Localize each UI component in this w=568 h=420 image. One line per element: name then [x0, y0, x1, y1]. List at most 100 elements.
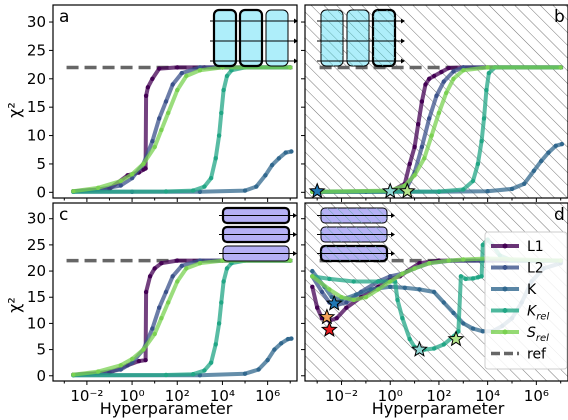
- data-point-L1: [334, 316, 339, 321]
- data-point-L2: [388, 274, 393, 279]
- data-point-L1: [310, 284, 315, 289]
- series-line-Srel: [312, 65, 561, 194]
- data-point-L1: [159, 261, 164, 266]
- data-point-K: [388, 284, 393, 289]
- data-point-Krel: [190, 372, 196, 377]
- inset-arrow-head: [294, 18, 298, 24]
- data-point-L2: [179, 263, 184, 268]
- data-point-L2: [163, 289, 169, 295]
- data-point-Krel: [190, 188, 196, 193]
- data-point-Krel: [208, 175, 214, 181]
- data-point-Srel: [363, 295, 369, 300]
- inset-column: [238, 8, 264, 68]
- data-point-L2: [451, 69, 456, 74]
- data-point-Krel: [479, 274, 484, 279]
- data-point-Srel: [175, 279, 180, 284]
- y-tick-label: 10: [27, 314, 46, 332]
- data-point-K: [402, 285, 407, 290]
- data-point-K: [522, 181, 527, 186]
- data-point-Srel: [118, 363, 124, 368]
- data-point-K: [353, 292, 359, 297]
- plot-area: [66, 65, 294, 194]
- data-point-Krel: [163, 189, 169, 194]
- data-point-L1: [157, 66, 162, 71]
- data-point-L1: [143, 357, 148, 363]
- data-point-K: [470, 326, 476, 331]
- data-point-L2: [170, 274, 175, 279]
- data-point-Krel: [436, 189, 442, 194]
- data-point-K: [553, 143, 558, 148]
- data-point-Srel: [339, 295, 344, 300]
- data-point-K: [242, 371, 248, 376]
- data-point-L2: [157, 116, 162, 121]
- data-point-Srel: [184, 266, 189, 271]
- data-point-Krel: [219, 110, 224, 116]
- data-point-Krel: [461, 187, 466, 192]
- data-point-Krel: [213, 156, 218, 161]
- data-point-L2: [163, 99, 169, 104]
- data-point-L2: [150, 326, 155, 331]
- data-point-Srel: [444, 90, 449, 96]
- y-axis-label-top: χ²: [5, 102, 24, 118]
- data-point-L1: [143, 93, 149, 99]
- schematic-inset: [317, 8, 405, 68]
- data-point-Krel: [400, 316, 405, 321]
- legend-label-K: K: [527, 282, 537, 298]
- data-point-Krel: [486, 70, 492, 76]
- data-point-Srel: [129, 172, 135, 177]
- panel-frame: [304, 4, 568, 199]
- data-point-K: [531, 168, 537, 173]
- data-point-Srel: [197, 261, 203, 266]
- x-tick-label: 10⁴: [475, 387, 500, 405]
- data-point-Srel: [461, 68, 466, 73]
- star-marker: [325, 294, 343, 311]
- inset-arrow-head: [391, 213, 395, 218]
- data-point-K: [276, 156, 282, 161]
- panel-letter: c: [59, 205, 68, 225]
- inset-arrow-head: [401, 18, 405, 24]
- series-line-L2: [73, 258, 291, 377]
- data-point-Srel: [451, 76, 456, 82]
- data-point-L1: [175, 258, 180, 263]
- schematic-inset: [219, 206, 297, 262]
- data-point-L1: [344, 305, 349, 310]
- data-point-Srel: [71, 189, 76, 194]
- data-point-Srel: [427, 261, 432, 266]
- y-tick-label: 5: [36, 341, 46, 359]
- legend-box: [484, 231, 568, 370]
- x-tick-label: 10⁻²: [325, 387, 358, 405]
- inset-arrow-head: [293, 232, 297, 237]
- data-point-Srel: [388, 279, 393, 284]
- star-marker: [381, 182, 399, 198]
- panel-c: 0 5 10 15 20 25 30 10⁻² 10⁰ 10² 10⁴ 10⁶ c: [27, 202, 298, 405]
- data-point-L1: [147, 274, 153, 279]
- data-point-Krel: [213, 342, 218, 347]
- y-tick-label: 20: [27, 70, 46, 88]
- data-point-Krel: [475, 275, 481, 280]
- data-point-L2: [427, 116, 432, 121]
- data-point-Srel: [152, 144, 157, 150]
- data-point-Krel: [470, 178, 476, 184]
- y-axis-label-bottom: χ²: [5, 297, 24, 313]
- data-point-Srel: [422, 156, 427, 161]
- y-tick-label: 0: [36, 183, 46, 201]
- data-point-Krel: [456, 329, 461, 334]
- data-point-K: [451, 310, 456, 316]
- data-point-Srel: [436, 110, 442, 116]
- data-point-Srel: [310, 274, 315, 279]
- data-point-L1: [315, 305, 320, 310]
- data-point-Srel: [141, 161, 146, 167]
- panel-letter: a: [59, 7, 69, 27]
- legend-marker: [502, 265, 508, 270]
- data-point-Krel: [375, 279, 381, 284]
- data-point-Krel: [431, 346, 437, 351]
- data-point-Srel: [175, 87, 180, 93]
- schematic-inset: [317, 207, 395, 263]
- x-axis-label-left: Hyperparameter: [100, 399, 233, 418]
- data-point-L1: [143, 289, 149, 295]
- data-point-L1: [175, 65, 180, 70]
- data-point-L1: [145, 85, 151, 90]
- inset-arrow-head: [294, 38, 298, 44]
